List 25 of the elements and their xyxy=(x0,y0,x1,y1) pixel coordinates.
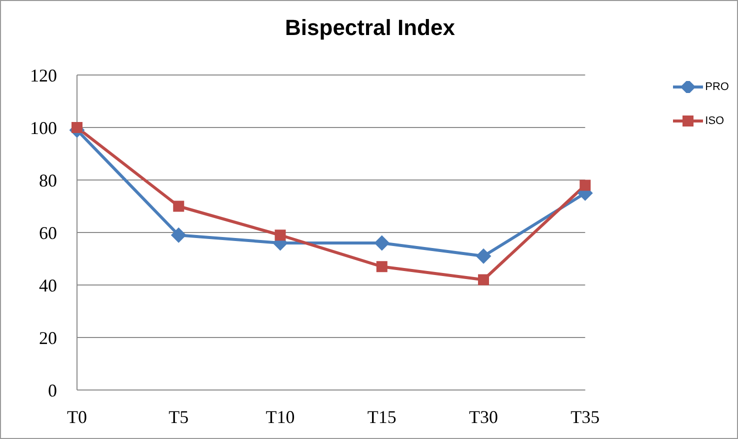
y-tick-label: 80 xyxy=(39,170,57,190)
point xyxy=(171,228,186,243)
x-tick-label: T35 xyxy=(570,406,600,427)
x-tick-label: T10 xyxy=(266,406,295,427)
y-tick-label: 20 xyxy=(39,328,57,348)
y-tick-label: 100 xyxy=(30,118,57,138)
legend-label: PRO xyxy=(705,81,729,93)
point xyxy=(476,248,492,264)
point xyxy=(374,236,390,250)
y-tick-label: 60 xyxy=(39,222,57,243)
point xyxy=(478,274,490,286)
point xyxy=(274,230,286,241)
point xyxy=(72,122,82,133)
chart-title: Bispectral Index xyxy=(284,15,456,41)
y-tick-label: 0 xyxy=(48,380,57,400)
y-tick-label: 40 xyxy=(39,275,57,296)
x-tick-label: T0 xyxy=(67,406,87,427)
x-tick-label: T5 xyxy=(168,406,189,427)
legend-label: ISO xyxy=(705,115,724,127)
point xyxy=(173,200,184,212)
y-tick-label: 120 xyxy=(30,65,57,86)
x-tick-label: T15 xyxy=(367,406,396,427)
point xyxy=(376,261,388,272)
point xyxy=(580,180,591,191)
x-tick-label: T30 xyxy=(469,406,498,427)
